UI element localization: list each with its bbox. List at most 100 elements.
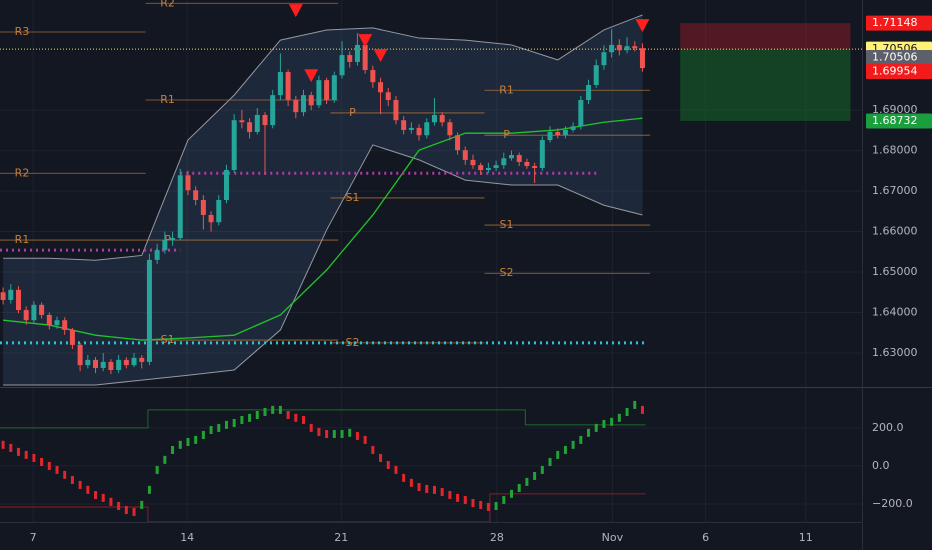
candle-body: [239, 120, 245, 123]
candle-body: [301, 95, 307, 113]
indicator-point: [232, 418, 236, 427]
y-tick-label: 1.64000: [872, 306, 918, 319]
indicator-point: [302, 415, 306, 424]
candle-body: [46, 314, 52, 326]
pivot-label: S1: [161, 333, 175, 346]
candle-body: [501, 158, 507, 166]
candle-body: [262, 114, 268, 126]
candle-body: [170, 238, 176, 241]
indicator-point: [587, 428, 591, 437]
candle-body: [62, 320, 68, 330]
candle-body: [100, 361, 106, 368]
candle-body: [23, 310, 29, 321]
price-tag: [866, 15, 932, 31]
candle-body: [616, 44, 622, 51]
candle-body: [85, 359, 91, 366]
candle-body: [578, 99, 584, 127]
candle-body: [362, 44, 368, 71]
candle-body: [277, 72, 283, 96]
indicator-point: [40, 457, 44, 466]
x-tick-label: 7: [30, 531, 37, 544]
indicator-point: [194, 435, 198, 444]
x-tick-label: 14: [180, 531, 194, 544]
pivot-label: S1: [345, 191, 359, 204]
indicator-point: [633, 400, 637, 409]
indicator-point: [471, 498, 475, 507]
indicator-point: [263, 407, 267, 416]
candle-body: [39, 304, 45, 315]
y-tick-label: 1.68000: [872, 144, 918, 157]
indicator-point: [178, 440, 182, 449]
indicator-point: [209, 426, 213, 435]
candle-body: [185, 175, 191, 191]
candle-body: [547, 131, 553, 141]
trend-line: [3, 117, 643, 341]
indicator-point: [540, 465, 544, 474]
indicator-point: [109, 497, 113, 506]
candle-body: [77, 344, 83, 366]
x-tick-label: Nov: [602, 531, 624, 544]
candle-body: [370, 70, 376, 83]
indicator-point: [340, 429, 344, 438]
signal-marker: [304, 69, 319, 83]
candle-body: [570, 126, 576, 130]
indicator-point: [255, 410, 259, 419]
indicator-point: [594, 423, 598, 432]
candle-body: [408, 127, 414, 130]
candle-body: [231, 120, 237, 171]
indicator-point: [517, 483, 521, 492]
candle-body: [216, 199, 222, 223]
indicator-point: [1, 440, 5, 449]
candle-body: [139, 357, 145, 362]
indicator-point: [556, 450, 560, 459]
candle-body: [316, 80, 322, 106]
indicator-point: [371, 445, 375, 454]
price-tag-label: 1.68732: [872, 114, 918, 127]
indicator-upper-line: [0, 409, 646, 429]
candle-body: [424, 122, 430, 136]
candle-body: [254, 114, 260, 132]
indicator-point: [155, 465, 159, 474]
y-tick-label: 1.66000: [872, 225, 918, 238]
pivot-label: P: [164, 233, 171, 246]
candle-body: [385, 92, 391, 100]
candle-body: [116, 359, 122, 370]
indicator-tick-label: −200.0: [872, 497, 913, 510]
candle-body: [31, 304, 37, 321]
candle-body: [516, 155, 522, 162]
indicator-point: [502, 495, 506, 504]
stop-zone: [680, 23, 851, 50]
target-zone: [680, 49, 851, 121]
pivot-label: P: [503, 128, 510, 141]
y-tick-label: 1.65000: [872, 265, 918, 278]
candle-body: [93, 359, 99, 368]
candle-body: [339, 55, 345, 76]
candle-body: [378, 82, 384, 93]
candle-body: [123, 359, 129, 366]
indicator-point: [440, 487, 444, 496]
price-tag: [866, 113, 932, 129]
indicator-point: [271, 405, 275, 414]
pivot-label: S2: [345, 336, 359, 349]
candle-body: [478, 165, 484, 171]
indicator-tick-label: 0.0: [872, 459, 890, 472]
indicator-point: [456, 493, 460, 502]
indicator-point: [117, 502, 121, 511]
x-tick-label: 21: [334, 531, 348, 544]
indicator-point: [579, 435, 583, 444]
candle-body: [347, 55, 353, 62]
indicator-point: [409, 478, 413, 487]
signal-marker: [288, 4, 303, 18]
indicator-point: [571, 440, 575, 449]
candle-body: [208, 214, 214, 223]
indicator-point: [248, 413, 252, 422]
indicator-point: [479, 500, 483, 509]
candle-body: [247, 122, 253, 132]
indicator-point: [332, 429, 336, 438]
band-upper: [3, 14, 643, 261]
indicator-point: [448, 491, 452, 500]
signal-marker: [635, 19, 650, 33]
candle-body: [447, 122, 453, 136]
y-tick-label: 1.69000: [872, 103, 918, 116]
indicator-point: [47, 461, 51, 470]
